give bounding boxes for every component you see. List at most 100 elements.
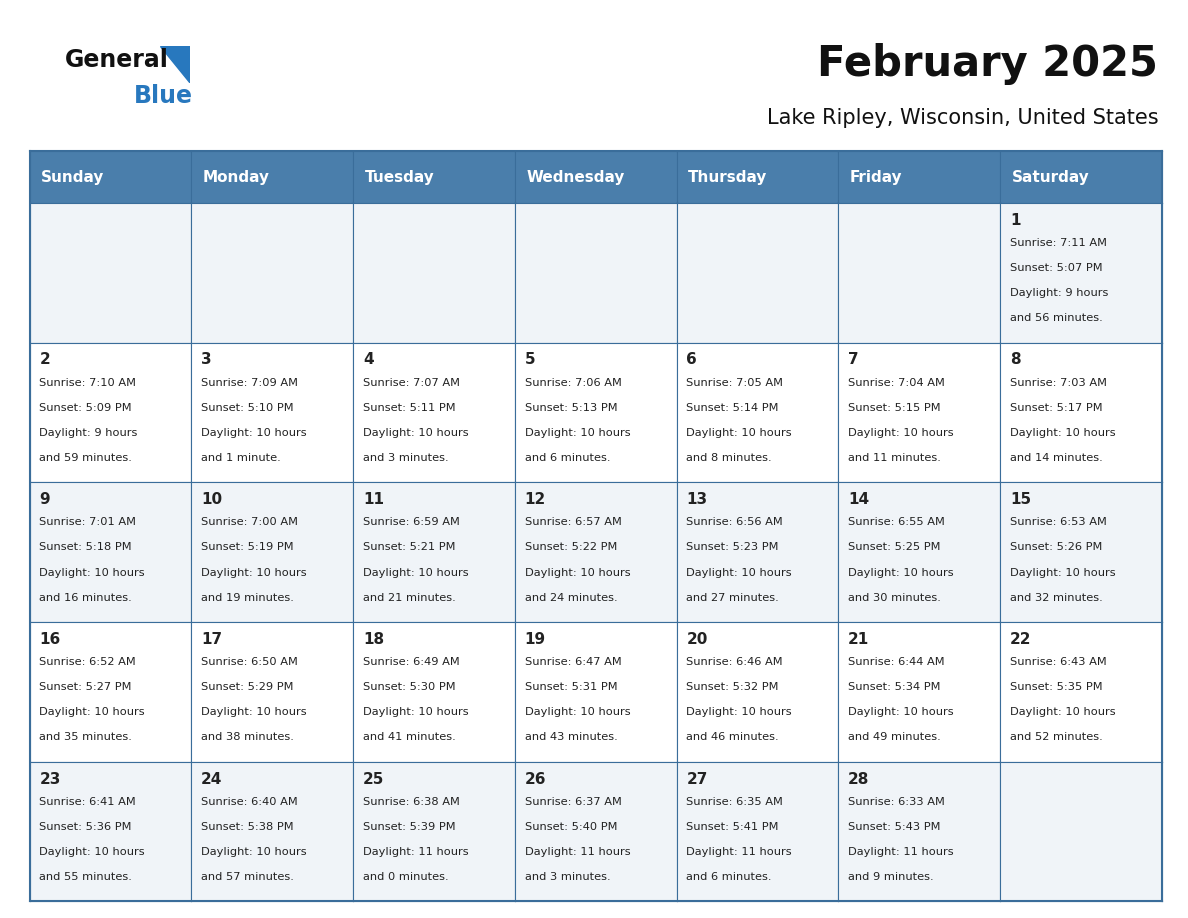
Text: 13: 13: [687, 492, 708, 507]
Text: Sunset: 5:17 PM: Sunset: 5:17 PM: [1010, 403, 1102, 413]
Text: Sunrise: 7:10 AM: Sunrise: 7:10 AM: [39, 377, 137, 387]
Text: Daylight: 10 hours: Daylight: 10 hours: [362, 707, 468, 717]
Text: Sunrise: 6:55 AM: Sunrise: 6:55 AM: [848, 517, 944, 527]
Text: Daylight: 10 hours: Daylight: 10 hours: [687, 567, 792, 577]
Text: and 57 minutes.: and 57 minutes.: [201, 872, 293, 882]
Polygon shape: [160, 46, 190, 83]
Text: 8: 8: [1010, 353, 1020, 367]
Text: Sunset: 5:14 PM: Sunset: 5:14 PM: [687, 403, 779, 413]
Text: Sunset: 5:22 PM: Sunset: 5:22 PM: [525, 543, 617, 553]
Text: Sunrise: 6:47 AM: Sunrise: 6:47 AM: [525, 657, 621, 667]
Text: 21: 21: [848, 632, 870, 647]
Text: 22: 22: [1010, 632, 1031, 647]
Text: 2: 2: [39, 353, 50, 367]
Text: 3: 3: [201, 353, 211, 367]
Text: 15: 15: [1010, 492, 1031, 507]
Text: Sunset: 5:27 PM: Sunset: 5:27 PM: [39, 682, 132, 692]
Text: Sunrise: 6:46 AM: Sunrise: 6:46 AM: [687, 657, 783, 667]
Text: 26: 26: [525, 771, 546, 787]
Text: Daylight: 10 hours: Daylight: 10 hours: [1010, 567, 1116, 577]
Text: Daylight: 10 hours: Daylight: 10 hours: [687, 707, 792, 717]
Text: Lake Ripley, Wisconsin, United States: Lake Ripley, Wisconsin, United States: [766, 107, 1158, 128]
Text: Sunset: 5:18 PM: Sunset: 5:18 PM: [39, 543, 132, 553]
Text: Daylight: 11 hours: Daylight: 11 hours: [362, 847, 468, 857]
Text: Sunset: 5:23 PM: Sunset: 5:23 PM: [687, 543, 779, 553]
Text: Sunrise: 6:41 AM: Sunrise: 6:41 AM: [39, 797, 137, 807]
Text: 25: 25: [362, 771, 384, 787]
Text: Thursday: Thursday: [688, 170, 767, 185]
Text: Sunrise: 6:38 AM: Sunrise: 6:38 AM: [362, 797, 460, 807]
Text: and 55 minutes.: and 55 minutes.: [39, 872, 132, 882]
Text: 20: 20: [687, 632, 708, 647]
Text: 5: 5: [525, 353, 536, 367]
Text: Sunset: 5:39 PM: Sunset: 5:39 PM: [362, 822, 455, 832]
Text: 1: 1: [1010, 213, 1020, 228]
Text: Sunrise: 7:01 AM: Sunrise: 7:01 AM: [39, 517, 137, 527]
Text: and 21 minutes.: and 21 minutes.: [362, 593, 456, 603]
Text: 4: 4: [362, 353, 373, 367]
Text: 14: 14: [848, 492, 870, 507]
Text: 10: 10: [201, 492, 222, 507]
Text: Daylight: 10 hours: Daylight: 10 hours: [525, 428, 631, 438]
Text: Daylight: 10 hours: Daylight: 10 hours: [848, 707, 954, 717]
Text: Sunrise: 6:49 AM: Sunrise: 6:49 AM: [362, 657, 460, 667]
Text: Tuesday: Tuesday: [365, 170, 435, 185]
Text: Sunrise: 6:52 AM: Sunrise: 6:52 AM: [39, 657, 137, 667]
Text: 12: 12: [525, 492, 545, 507]
Text: Sunset: 5:36 PM: Sunset: 5:36 PM: [39, 822, 132, 832]
Text: and 1 minute.: and 1 minute.: [201, 453, 280, 463]
Text: and 3 minutes.: and 3 minutes.: [362, 453, 449, 463]
Text: Sunrise: 7:04 AM: Sunrise: 7:04 AM: [848, 377, 944, 387]
Text: Daylight: 10 hours: Daylight: 10 hours: [201, 567, 307, 577]
Text: Daylight: 10 hours: Daylight: 10 hours: [201, 707, 307, 717]
Text: Sunrise: 7:00 AM: Sunrise: 7:00 AM: [201, 517, 298, 527]
Text: and 6 minutes.: and 6 minutes.: [687, 872, 772, 882]
Text: Sunset: 5:32 PM: Sunset: 5:32 PM: [687, 682, 779, 692]
Text: Daylight: 9 hours: Daylight: 9 hours: [39, 428, 138, 438]
Text: Sunrise: 6:35 AM: Sunrise: 6:35 AM: [687, 797, 783, 807]
Text: Sunrise: 7:09 AM: Sunrise: 7:09 AM: [201, 377, 298, 387]
Text: Sunrise: 6:56 AM: Sunrise: 6:56 AM: [687, 517, 783, 527]
Text: 19: 19: [525, 632, 545, 647]
Text: Daylight: 10 hours: Daylight: 10 hours: [687, 428, 792, 438]
Text: 9: 9: [39, 492, 50, 507]
Text: and 30 minutes.: and 30 minutes.: [848, 593, 941, 603]
Text: Sunset: 5:10 PM: Sunset: 5:10 PM: [201, 403, 293, 413]
Text: and 16 minutes.: and 16 minutes.: [39, 593, 132, 603]
Text: Daylight: 10 hours: Daylight: 10 hours: [39, 567, 145, 577]
Text: 27: 27: [687, 771, 708, 787]
Text: 23: 23: [39, 771, 61, 787]
Text: Sunrise: 7:03 AM: Sunrise: 7:03 AM: [1010, 377, 1107, 387]
Text: Sunset: 5:34 PM: Sunset: 5:34 PM: [848, 682, 941, 692]
Text: Sunrise: 6:57 AM: Sunrise: 6:57 AM: [525, 517, 621, 527]
Text: Sunset: 5:29 PM: Sunset: 5:29 PM: [201, 682, 293, 692]
Text: and 38 minutes.: and 38 minutes.: [201, 733, 293, 743]
Text: Saturday: Saturday: [1011, 170, 1089, 185]
Text: Sunset: 5:40 PM: Sunset: 5:40 PM: [525, 822, 617, 832]
Text: Daylight: 11 hours: Daylight: 11 hours: [848, 847, 954, 857]
Text: Friday: Friday: [849, 170, 903, 185]
Text: and 19 minutes.: and 19 minutes.: [201, 593, 293, 603]
Text: Sunset: 5:07 PM: Sunset: 5:07 PM: [1010, 263, 1102, 273]
Text: and 49 minutes.: and 49 minutes.: [848, 733, 941, 743]
Text: and 27 minutes.: and 27 minutes.: [687, 593, 779, 603]
Text: Sunset: 5:25 PM: Sunset: 5:25 PM: [848, 543, 941, 553]
Text: Sunset: 5:38 PM: Sunset: 5:38 PM: [201, 822, 293, 832]
Text: Sunset: 5:31 PM: Sunset: 5:31 PM: [525, 682, 618, 692]
Text: February 2025: February 2025: [817, 43, 1158, 85]
Text: Sunset: 5:11 PM: Sunset: 5:11 PM: [362, 403, 455, 413]
Text: Sunset: 5:09 PM: Sunset: 5:09 PM: [39, 403, 132, 413]
Text: Sunrise: 7:05 AM: Sunrise: 7:05 AM: [687, 377, 783, 387]
Text: and 8 minutes.: and 8 minutes.: [687, 453, 772, 463]
Text: Sunrise: 6:37 AM: Sunrise: 6:37 AM: [525, 797, 621, 807]
Text: Daylight: 9 hours: Daylight: 9 hours: [1010, 288, 1108, 298]
Text: and 56 minutes.: and 56 minutes.: [1010, 313, 1102, 323]
Text: and 9 minutes.: and 9 minutes.: [848, 872, 934, 882]
Text: Daylight: 11 hours: Daylight: 11 hours: [687, 847, 792, 857]
Text: and 52 minutes.: and 52 minutes.: [1010, 733, 1102, 743]
Text: 28: 28: [848, 771, 870, 787]
Text: and 35 minutes.: and 35 minutes.: [39, 733, 132, 743]
Text: Wednesday: Wednesday: [526, 170, 625, 185]
Text: General: General: [65, 48, 169, 72]
Text: 7: 7: [848, 353, 859, 367]
